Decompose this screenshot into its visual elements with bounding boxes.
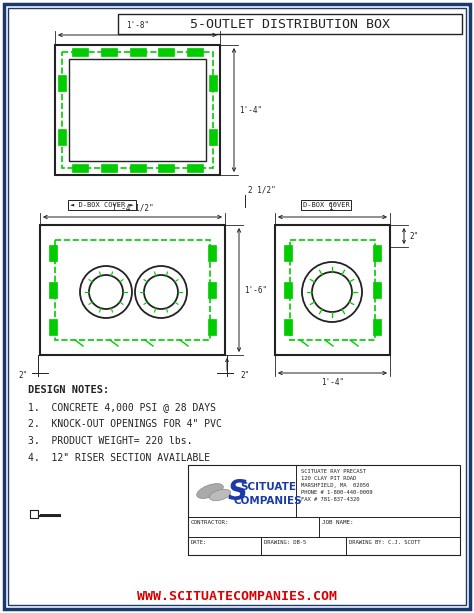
Text: SCITUATE: SCITUATE (240, 482, 296, 492)
Text: COMPANIES: COMPANIES (234, 496, 302, 506)
Bar (208, 319, 216, 335)
Text: 1'-4": 1'-4" (321, 378, 344, 387)
Text: S: S (228, 478, 248, 506)
Text: 1': 1' (328, 203, 337, 212)
Bar (208, 282, 216, 298)
Bar (55, 45, 220, 175)
Circle shape (89, 275, 123, 309)
Text: DRAWING BY: C.J. SCOTT: DRAWING BY: C.J. SCOTT (349, 540, 420, 545)
Text: 2": 2" (240, 370, 250, 379)
Bar (58, 75, 66, 91)
Bar (188, 465, 460, 555)
Text: CONTRACTOR:: CONTRACTOR: (191, 520, 229, 525)
Text: 2": 2" (409, 232, 418, 240)
Bar (373, 245, 381, 261)
Bar (188, 465, 296, 517)
Bar (284, 319, 292, 335)
Bar (101, 164, 117, 172)
Bar (49, 245, 57, 261)
Bar (275, 225, 390, 355)
Circle shape (80, 266, 132, 318)
Bar (187, 164, 203, 172)
Text: 4.  12" RISER SECTION AVAILABLE: 4. 12" RISER SECTION AVAILABLE (28, 453, 210, 463)
Bar (284, 245, 292, 261)
Text: 2": 2" (19, 370, 28, 379)
Bar (208, 245, 216, 261)
Text: JOB NAME:: JOB NAME: (321, 520, 353, 525)
Text: 2 1/2": 2 1/2" (248, 185, 276, 194)
Text: ◄ D-BOX COVER ►: ◄ D-BOX COVER ► (70, 202, 134, 208)
Ellipse shape (210, 489, 231, 501)
Text: SCITUATE RAY PRECAST
120 CLAY PIT ROAD
MARSHFIELD, MA  02050
PHONE # 1-800-440-0: SCITUATE RAY PRECAST 120 CLAY PIT ROAD M… (301, 469, 373, 502)
Circle shape (144, 275, 178, 309)
Text: 1'-6": 1'-6" (244, 286, 267, 294)
Text: D-BOX COVER: D-BOX COVER (302, 202, 349, 208)
Bar (72, 48, 88, 56)
Ellipse shape (197, 484, 223, 498)
Bar (49, 282, 57, 298)
Bar (284, 282, 292, 298)
Bar (129, 164, 146, 172)
Bar (55, 240, 210, 340)
Bar (158, 164, 174, 172)
Circle shape (135, 266, 187, 318)
Bar (101, 48, 117, 56)
Bar (209, 75, 217, 91)
Bar (72, 164, 88, 172)
Bar (58, 129, 66, 145)
Bar (290, 240, 375, 340)
Text: DESIGN NOTES:: DESIGN NOTES: (28, 385, 109, 395)
Circle shape (312, 272, 352, 312)
Bar (49, 319, 57, 335)
Text: 2.  KNOCK-OUT OPENINGS FOR 4" PVC: 2. KNOCK-OUT OPENINGS FOR 4" PVC (28, 419, 222, 429)
Bar (187, 48, 203, 56)
Text: 1'-4": 1'-4" (239, 105, 262, 115)
Text: 5-OUTLET DISTRIBUTION BOX: 5-OUTLET DISTRIBUTION BOX (190, 18, 390, 31)
Bar (40, 225, 225, 355)
Bar (129, 48, 146, 56)
Text: DRAWING: DB-5: DRAWING: DB-5 (264, 540, 307, 545)
Bar (209, 129, 217, 145)
Circle shape (302, 262, 362, 322)
Text: DATE:: DATE: (191, 540, 207, 545)
Bar (373, 282, 381, 298)
Bar (158, 48, 174, 56)
Bar (373, 319, 381, 335)
Text: 3.  PRODUCT WEIGHT= 220 lbs.: 3. PRODUCT WEIGHT= 220 lbs. (28, 436, 192, 446)
Text: 1'-4 1/2": 1'-4 1/2" (112, 203, 153, 212)
Text: 1'-8": 1'-8" (126, 21, 149, 30)
Bar (62, 52, 213, 168)
Text: WWW.SCITUATECOMPANIES.COM: WWW.SCITUATECOMPANIES.COM (137, 590, 337, 604)
Bar (69, 59, 206, 161)
Bar (118, 14, 462, 34)
Text: 1.  CONCRETE 4,000 PSI @ 28 DAYS: 1. CONCRETE 4,000 PSI @ 28 DAYS (28, 402, 216, 412)
